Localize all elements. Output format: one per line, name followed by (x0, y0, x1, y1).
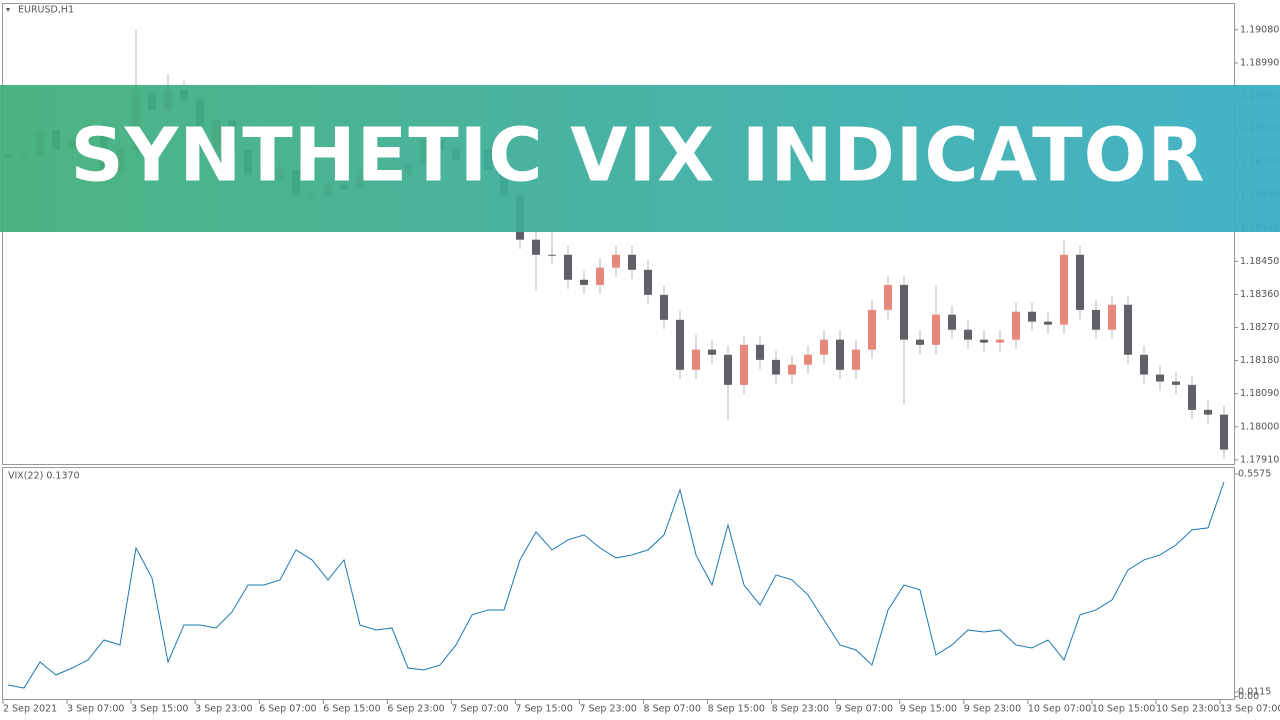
x-tick-label: 10 Sep 07:00 (1028, 704, 1091, 715)
candle-body (1060, 254, 1068, 325)
x-tick-label: 7 Sep 15:00 (515, 704, 572, 715)
banner-title: SYNTHETIC VIX INDICATOR (70, 113, 1205, 199)
x-tick-label: 6 Sep 15:00 (323, 704, 380, 715)
candle-body (996, 339, 1004, 343)
x-tick-label: 3 Sep 07:00 (67, 704, 124, 715)
candle-body (756, 344, 764, 360)
candle-body (980, 339, 988, 343)
candle-body (1028, 311, 1036, 322)
candle-body (676, 319, 684, 370)
x-tick-label: 3 Sep 15:00 (131, 704, 188, 715)
candle-body (1076, 254, 1084, 310)
x-tick-label: 8 Sep 23:00 (772, 704, 829, 715)
x-tick-label: 13 Sep 07:00 (1220, 704, 1280, 715)
x-tick-label: 9 Sep 07:00 (836, 704, 893, 715)
y-tick-label: 1.18180 (1240, 355, 1279, 366)
candle-body (1156, 374, 1164, 382)
candle-body (660, 294, 668, 320)
candle-body (596, 267, 604, 285)
x-tick-label: 7 Sep 07:00 (451, 704, 508, 715)
candle-body (628, 254, 636, 270)
x-tick-label: 6 Sep 23:00 (387, 704, 444, 715)
candle-body (1172, 381, 1180, 385)
symbol-label: EURUSD,H1 (18, 5, 74, 16)
candle-body (644, 269, 652, 295)
y-tick-label: 1.18450 (1240, 256, 1279, 267)
vix-line (7, 481, 1225, 689)
candle-body (900, 284, 908, 340)
x-tick-label: 6 Sep 07:00 (259, 704, 316, 715)
candle-body (964, 329, 972, 340)
y-tick-label: 1.18990 (1240, 57, 1279, 68)
candle-body (820, 339, 828, 355)
candle-body (1044, 321, 1052, 325)
candle-body (788, 364, 796, 375)
candle-body (1204, 409, 1212, 415)
candle-body (1124, 304, 1132, 355)
candle-body (1108, 304, 1116, 330)
candle-body (564, 254, 572, 280)
y-tick-label: 0.00 (1238, 691, 1259, 702)
x-tick-label: 9 Sep 15:00 (900, 704, 957, 715)
x-tick-label: 2 Sep 2021 (3, 704, 57, 715)
y-tick-label: 1.18360 (1240, 289, 1279, 300)
candle-body (852, 349, 860, 370)
y-tick-label: 1.17910 (1240, 454, 1279, 465)
x-tick-label: 3 Sep 23:00 (195, 704, 252, 715)
x-tick-label: 10 Sep 15:00 (1092, 704, 1155, 715)
x-tick-label: 8 Sep 15:00 (708, 704, 765, 715)
x-tick-label: 10 Sep 23:00 (1156, 704, 1219, 715)
candle-body (1092, 309, 1100, 330)
y-tick-label: 1.19080 (1240, 24, 1279, 35)
candle-body (612, 254, 620, 268)
candle-body (932, 314, 940, 345)
price-panel (2, 3, 1235, 465)
candle-body (916, 339, 924, 345)
vix-panel (2, 467, 1235, 700)
y-tick-label: 1.18270 (1240, 322, 1279, 333)
candle-body (1220, 414, 1228, 450)
symbol-arrow (6, 8, 10, 12)
candle-body (1012, 311, 1020, 340)
candle-body (804, 354, 812, 365)
candle-body (836, 339, 844, 370)
indicator-label: VIX(22) 0.1370 (8, 471, 80, 482)
candle-body (580, 279, 588, 285)
y-tick-label: 0.5575 (1238, 468, 1271, 479)
candle-body (868, 309, 876, 350)
candle-body (708, 349, 716, 355)
candle-body (724, 354, 732, 385)
candle-body (772, 359, 780, 375)
candle-body (948, 314, 956, 330)
candle-body (740, 344, 748, 385)
candle-body (884, 284, 892, 310)
candle-body (1188, 384, 1196, 410)
x-tick-label: 9 Sep 23:00 (964, 704, 1021, 715)
candle-body (1140, 354, 1148, 375)
y-tick-label: 1.18090 (1240, 388, 1279, 399)
banner (0, 85, 1280, 232)
x-tick-label: 8 Sep 07:00 (644, 704, 701, 715)
candle-body (548, 254, 556, 256)
marks: 1.190801.189901.189001.188101.187201.186… (2, 24, 1280, 715)
y-tick-label: 1.18000 (1240, 421, 1279, 432)
x-tick-label: 7 Sep 23:00 (579, 704, 636, 715)
candle-body (692, 349, 700, 370)
candle-body (532, 239, 540, 255)
y-tick-label: 0.0115 (1238, 687, 1271, 698)
